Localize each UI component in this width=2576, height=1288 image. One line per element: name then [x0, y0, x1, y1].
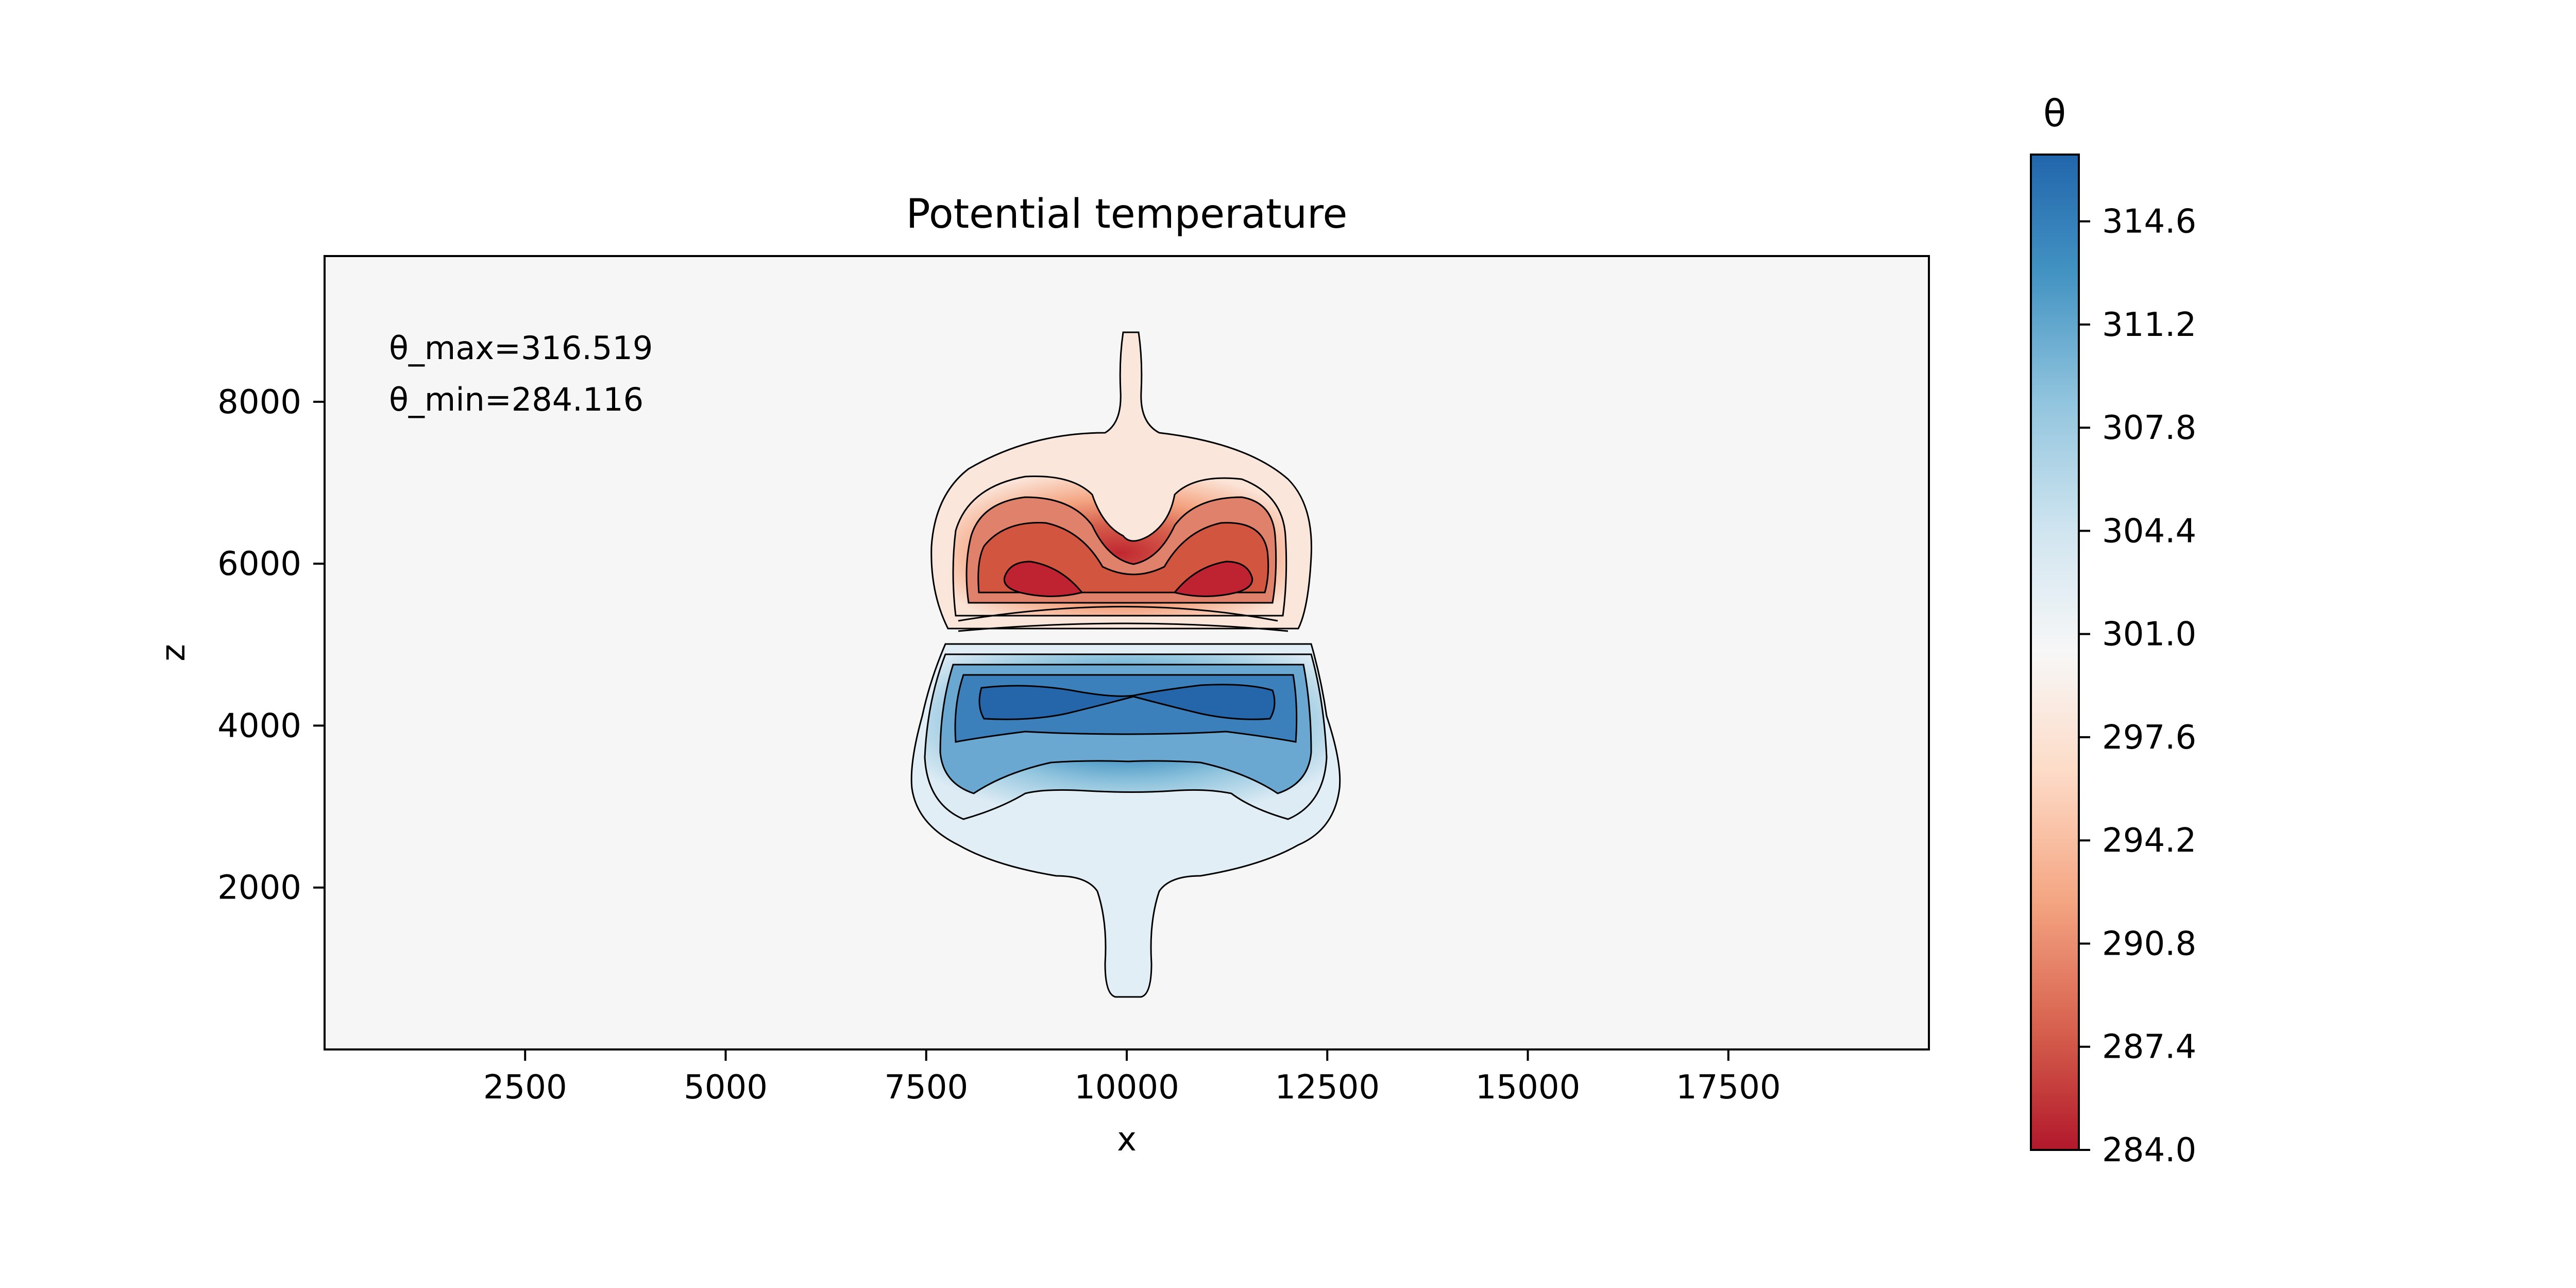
x-axis-ticks: 2500 5000 7500 10000 12500 15000 17500 [483, 1049, 1781, 1107]
x-axis-label: x [1117, 1121, 1137, 1159]
chart-title: Potential temperature [906, 191, 1348, 238]
colorbar: θ 284.0 287.4 290.8 294.2 297.6 301.0 304.4 307… [2030, 92, 2196, 1170]
plot-area [325, 256, 1929, 1049]
colorbar-tick-label: 284.0 [2102, 1131, 2196, 1170]
y-axis-ticks: 2000 4000 6000 8000 [217, 383, 325, 907]
x-tick-label: 10000 [1074, 1069, 1179, 1107]
y-tick-label: 4000 [217, 707, 301, 745]
colorbar-gradient [2030, 154, 2080, 1151]
x-tick-label: 12500 [1275, 1069, 1380, 1107]
x-tick-label: 2500 [483, 1069, 567, 1107]
colorbar-tick-label: 314.6 [2102, 203, 2196, 241]
theta-max-annotation: θ_max=316.519 [389, 329, 653, 367]
colorbar-ticks: 284.0 287.4 290.8 294.2 297.6 301.0 304.4 307.8… [2079, 203, 2196, 1170]
cold-anomaly [930, 331, 1312, 632]
y-tick-label: 2000 [217, 869, 301, 907]
x-tick-label: 7500 [884, 1069, 968, 1107]
colorbar-tick-label: 304.4 [2102, 512, 2196, 550]
y-tick-label: 8000 [217, 383, 301, 421]
colorbar-tick-label: 307.8 [2102, 409, 2196, 447]
colorbar-label: θ [2043, 92, 2066, 135]
colorbar-tick-label: 311.2 [2102, 306, 2196, 344]
colorbar-tick-label: 290.8 [2102, 925, 2196, 963]
x-tick-label: 17500 [1676, 1069, 1781, 1107]
colorbar-tick-label: 297.6 [2102, 719, 2196, 757]
warm-anomaly [910, 643, 1341, 998]
x-tick-label: 15000 [1476, 1069, 1581, 1107]
x-tick-label: 5000 [684, 1069, 768, 1107]
colorbar-tick-label: 287.4 [2102, 1028, 2196, 1066]
colorbar-tick-label: 294.2 [2102, 822, 2196, 860]
y-axis-label: z [155, 644, 193, 662]
y-tick-label: 6000 [217, 545, 301, 583]
colorbar-tick-label: 301.0 [2102, 616, 2196, 654]
theta-min-annotation: θ_min=284.116 [389, 381, 643, 418]
